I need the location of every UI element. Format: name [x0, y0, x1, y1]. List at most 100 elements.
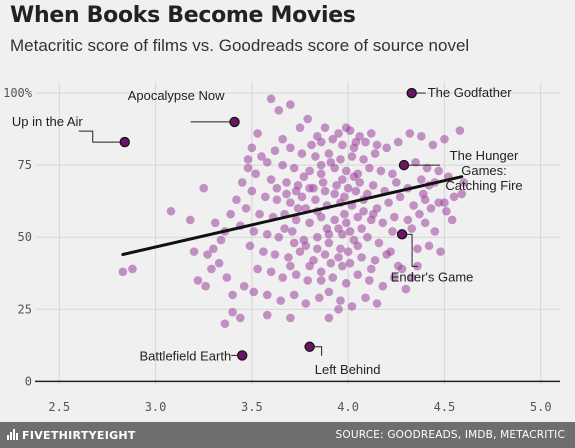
y-tick-label: 75: [18, 158, 32, 172]
data-point: [286, 143, 295, 153]
data-point: [372, 299, 382, 308]
data-point: [355, 178, 365, 187]
data-point: [193, 276, 203, 285]
data-point: [316, 276, 326, 285]
data-point: [201, 281, 210, 291]
data-point: [332, 181, 341, 190]
data-point: [359, 206, 368, 216]
data-point: [428, 140, 438, 150]
data-point: [301, 241, 311, 251]
data-point: [388, 227, 397, 236]
data-point: [326, 157, 336, 167]
data-point: [390, 212, 399, 222]
chart-subtitle: Metacritic score of films vs. Goodreads …: [10, 36, 470, 55]
data-point: [384, 198, 393, 207]
data-point: [320, 123, 330, 132]
data-point: [241, 204, 251, 213]
data-point: [403, 215, 413, 225]
data-point: [287, 227, 297, 236]
data-point: [316, 160, 326, 170]
data-point: [336, 244, 345, 254]
data-point: [289, 163, 299, 173]
data-point: [338, 140, 347, 150]
data-point: [339, 192, 349, 202]
data-point: [401, 284, 411, 294]
data-point: [309, 183, 318, 193]
data-point: [226, 209, 235, 219]
data-point: [449, 192, 459, 202]
data-point: [280, 224, 289, 233]
data-point: [459, 178, 469, 187]
data-point: [318, 178, 328, 187]
data-point: [339, 209, 349, 219]
data-point: [214, 258, 224, 268]
data-point: [253, 129, 262, 138]
scatter-chart: 0 25 50 75 100% 2.5 3.0 3.5 4.0 4.5 5.0 The Godfa…: [3, 82, 560, 414]
data-point: [365, 163, 374, 173]
data-point: [442, 206, 451, 216]
data-point: [395, 192, 405, 202]
data-point: [415, 209, 424, 219]
data-point: [326, 258, 336, 268]
brand-name: FIVETHIRTYEIGHT: [22, 429, 136, 442]
data-point: [284, 253, 293, 262]
data-point: [420, 218, 430, 228]
data-point: [413, 244, 422, 254]
data-point: [289, 238, 299, 248]
data-point: [363, 189, 372, 199]
data-point: [366, 264, 376, 274]
data-point: [388, 169, 397, 179]
data-point: [351, 137, 361, 147]
highlighted-point: [229, 116, 240, 128]
data-point: [266, 94, 276, 104]
data-point: [209, 244, 218, 254]
annotation-label: Ender's Game: [391, 269, 474, 284]
data-point: [366, 129, 376, 138]
data-point: [330, 215, 339, 225]
data-point: [203, 250, 212, 259]
data-point: [434, 166, 443, 176]
data-point: [261, 192, 270, 202]
data-point: [418, 189, 428, 199]
data-point: [336, 155, 345, 164]
data-point: [282, 178, 291, 187]
data-point: [228, 290, 237, 300]
data-point: [249, 287, 259, 297]
data-point: [274, 232, 284, 242]
highlighted-point: [398, 159, 410, 171]
data-point: [253, 264, 262, 274]
annotation-label: Battlefield Earth: [139, 348, 231, 363]
data-point: [274, 106, 284, 115]
data-point: [199, 183, 209, 193]
data-point: [307, 140, 316, 150]
data-point: [278, 160, 287, 170]
data-point: [293, 204, 303, 213]
data-point: [347, 152, 357, 161]
x-axis-ticks: 2.5 3.0 3.5 4.0 4.5 5.0: [48, 400, 551, 414]
x-tick-label: 4.5: [434, 400, 456, 414]
data-point: [328, 134, 338, 144]
data-point: [207, 264, 216, 274]
x-tick-label: 2.5: [48, 400, 70, 414]
data-point: [286, 261, 295, 271]
data-point: [426, 204, 436, 213]
data-point: [251, 169, 261, 179]
data-point: [328, 273, 338, 282]
data-point: [341, 166, 351, 176]
data-point: [345, 227, 355, 236]
data-point: [345, 258, 355, 268]
data-point: [189, 247, 199, 256]
data-point: [270, 146, 280, 156]
data-point: [372, 140, 382, 150]
data-point: [286, 100, 295, 109]
data-point: [313, 244, 322, 254]
data-point: [361, 137, 370, 147]
data-point: [363, 232, 372, 242]
data-point: [353, 212, 363, 222]
data-point: [245, 241, 255, 251]
data-point: [341, 279, 351, 288]
data-point: [382, 143, 391, 153]
data-point: [359, 155, 368, 164]
data-point: [322, 224, 332, 233]
data-point: [457, 189, 467, 199]
